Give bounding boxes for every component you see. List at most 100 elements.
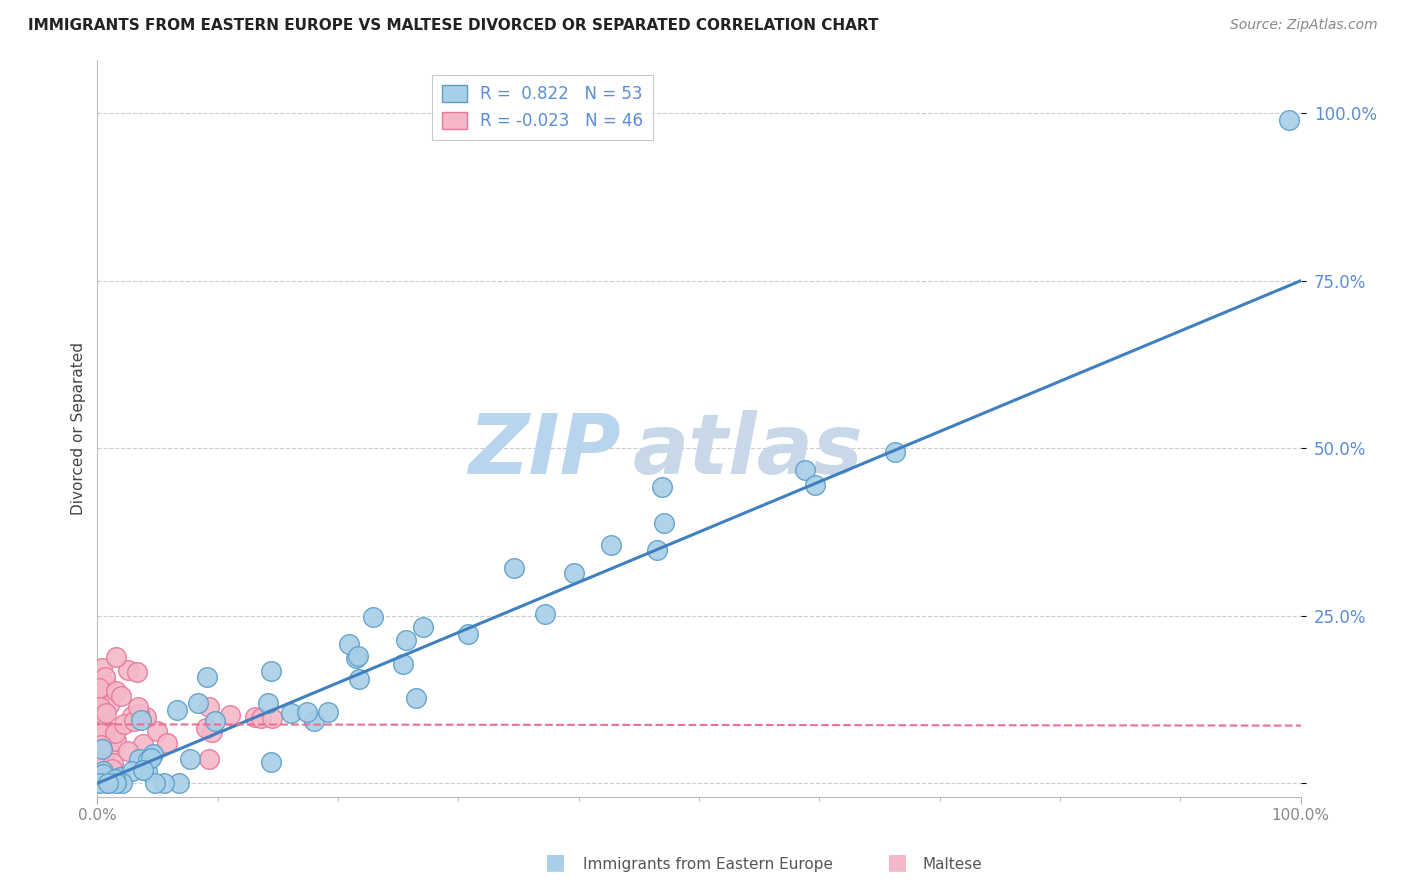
Point xyxy=(122,714,145,728)
Point xyxy=(94,723,117,738)
Point xyxy=(1278,112,1301,127)
Point xyxy=(152,776,174,790)
Point xyxy=(201,725,224,739)
Point xyxy=(104,684,127,698)
Point xyxy=(361,610,384,624)
Point xyxy=(128,706,150,721)
Point xyxy=(179,751,201,765)
Point xyxy=(262,711,284,725)
Point xyxy=(129,713,152,727)
Text: Maltese: Maltese xyxy=(922,857,981,872)
Point xyxy=(101,763,124,777)
Point xyxy=(135,710,157,724)
Point xyxy=(195,721,218,735)
Point xyxy=(651,480,673,494)
Point xyxy=(94,678,117,692)
Point xyxy=(391,657,413,671)
Point xyxy=(94,683,117,698)
Point xyxy=(457,627,479,641)
Point xyxy=(89,776,111,790)
Text: atlas: atlas xyxy=(633,409,863,491)
Point xyxy=(249,711,271,725)
Point xyxy=(104,734,127,748)
Point xyxy=(89,737,111,751)
Point xyxy=(87,699,110,714)
Point xyxy=(112,717,135,731)
Point xyxy=(302,714,325,728)
Point xyxy=(257,696,280,710)
Point xyxy=(91,661,114,675)
Point xyxy=(347,649,370,664)
Point xyxy=(93,670,115,684)
Point xyxy=(97,776,120,790)
Point xyxy=(121,764,143,779)
Point xyxy=(645,542,668,557)
Text: IMMIGRANTS FROM EASTERN EUROPE VS MALTESE DIVORCED OR SEPARATED CORRELATION CHAR: IMMIGRANTS FROM EASTERN EUROPE VS MALTES… xyxy=(28,18,879,33)
Text: ■: ■ xyxy=(546,853,565,872)
Point xyxy=(111,776,134,790)
Point xyxy=(125,665,148,680)
Point xyxy=(883,445,905,459)
Point xyxy=(295,705,318,719)
Point xyxy=(117,663,139,677)
Point xyxy=(197,752,219,766)
Point xyxy=(139,751,162,765)
Text: Source: ZipAtlas.com: Source: ZipAtlas.com xyxy=(1230,18,1378,32)
Point xyxy=(218,708,240,723)
Point xyxy=(132,737,155,751)
Point xyxy=(204,714,226,728)
Point xyxy=(259,664,281,678)
Point xyxy=(127,699,149,714)
Point xyxy=(103,726,125,740)
Point xyxy=(166,703,188,717)
Point xyxy=(91,753,114,767)
Point xyxy=(117,744,139,758)
Point xyxy=(562,566,585,581)
Point xyxy=(104,772,127,786)
Text: ZIP: ZIP xyxy=(468,409,621,491)
Point xyxy=(97,698,120,712)
Point xyxy=(169,776,191,790)
Point xyxy=(316,705,339,719)
Point xyxy=(260,755,283,769)
Point xyxy=(91,767,114,781)
Point xyxy=(793,463,815,477)
Point xyxy=(347,672,370,686)
Point xyxy=(412,620,434,634)
Point xyxy=(344,651,367,665)
Point xyxy=(143,776,166,790)
Point xyxy=(104,650,127,665)
Point xyxy=(136,753,159,767)
Point xyxy=(91,742,114,756)
Point xyxy=(93,723,115,737)
Text: Immigrants from Eastern Europe: Immigrants from Eastern Europe xyxy=(583,857,834,872)
Text: ■: ■ xyxy=(887,853,907,872)
Y-axis label: Divorced or Separated: Divorced or Separated xyxy=(72,342,86,515)
Point xyxy=(198,700,221,714)
Point xyxy=(97,776,120,790)
Point xyxy=(121,709,143,723)
Point xyxy=(405,690,427,705)
Point xyxy=(128,752,150,766)
Point xyxy=(652,516,675,531)
Point xyxy=(395,632,418,647)
Point xyxy=(600,538,623,552)
Point xyxy=(110,690,132,704)
Point xyxy=(91,764,114,778)
Point xyxy=(534,607,557,622)
Point xyxy=(142,747,165,761)
Point xyxy=(187,696,209,710)
Point xyxy=(90,738,112,752)
Point xyxy=(136,764,159,778)
Point xyxy=(89,700,111,714)
Point xyxy=(94,706,117,721)
Point xyxy=(146,724,169,739)
Point xyxy=(156,736,179,750)
Point xyxy=(101,756,124,770)
Point xyxy=(87,681,110,696)
Point xyxy=(108,771,131,785)
Point xyxy=(502,561,524,575)
Point xyxy=(280,706,302,720)
Point xyxy=(87,723,110,737)
Legend: R =  0.822   N = 53, R = -0.023   N = 46: R = 0.822 N = 53, R = -0.023 N = 46 xyxy=(432,75,654,140)
